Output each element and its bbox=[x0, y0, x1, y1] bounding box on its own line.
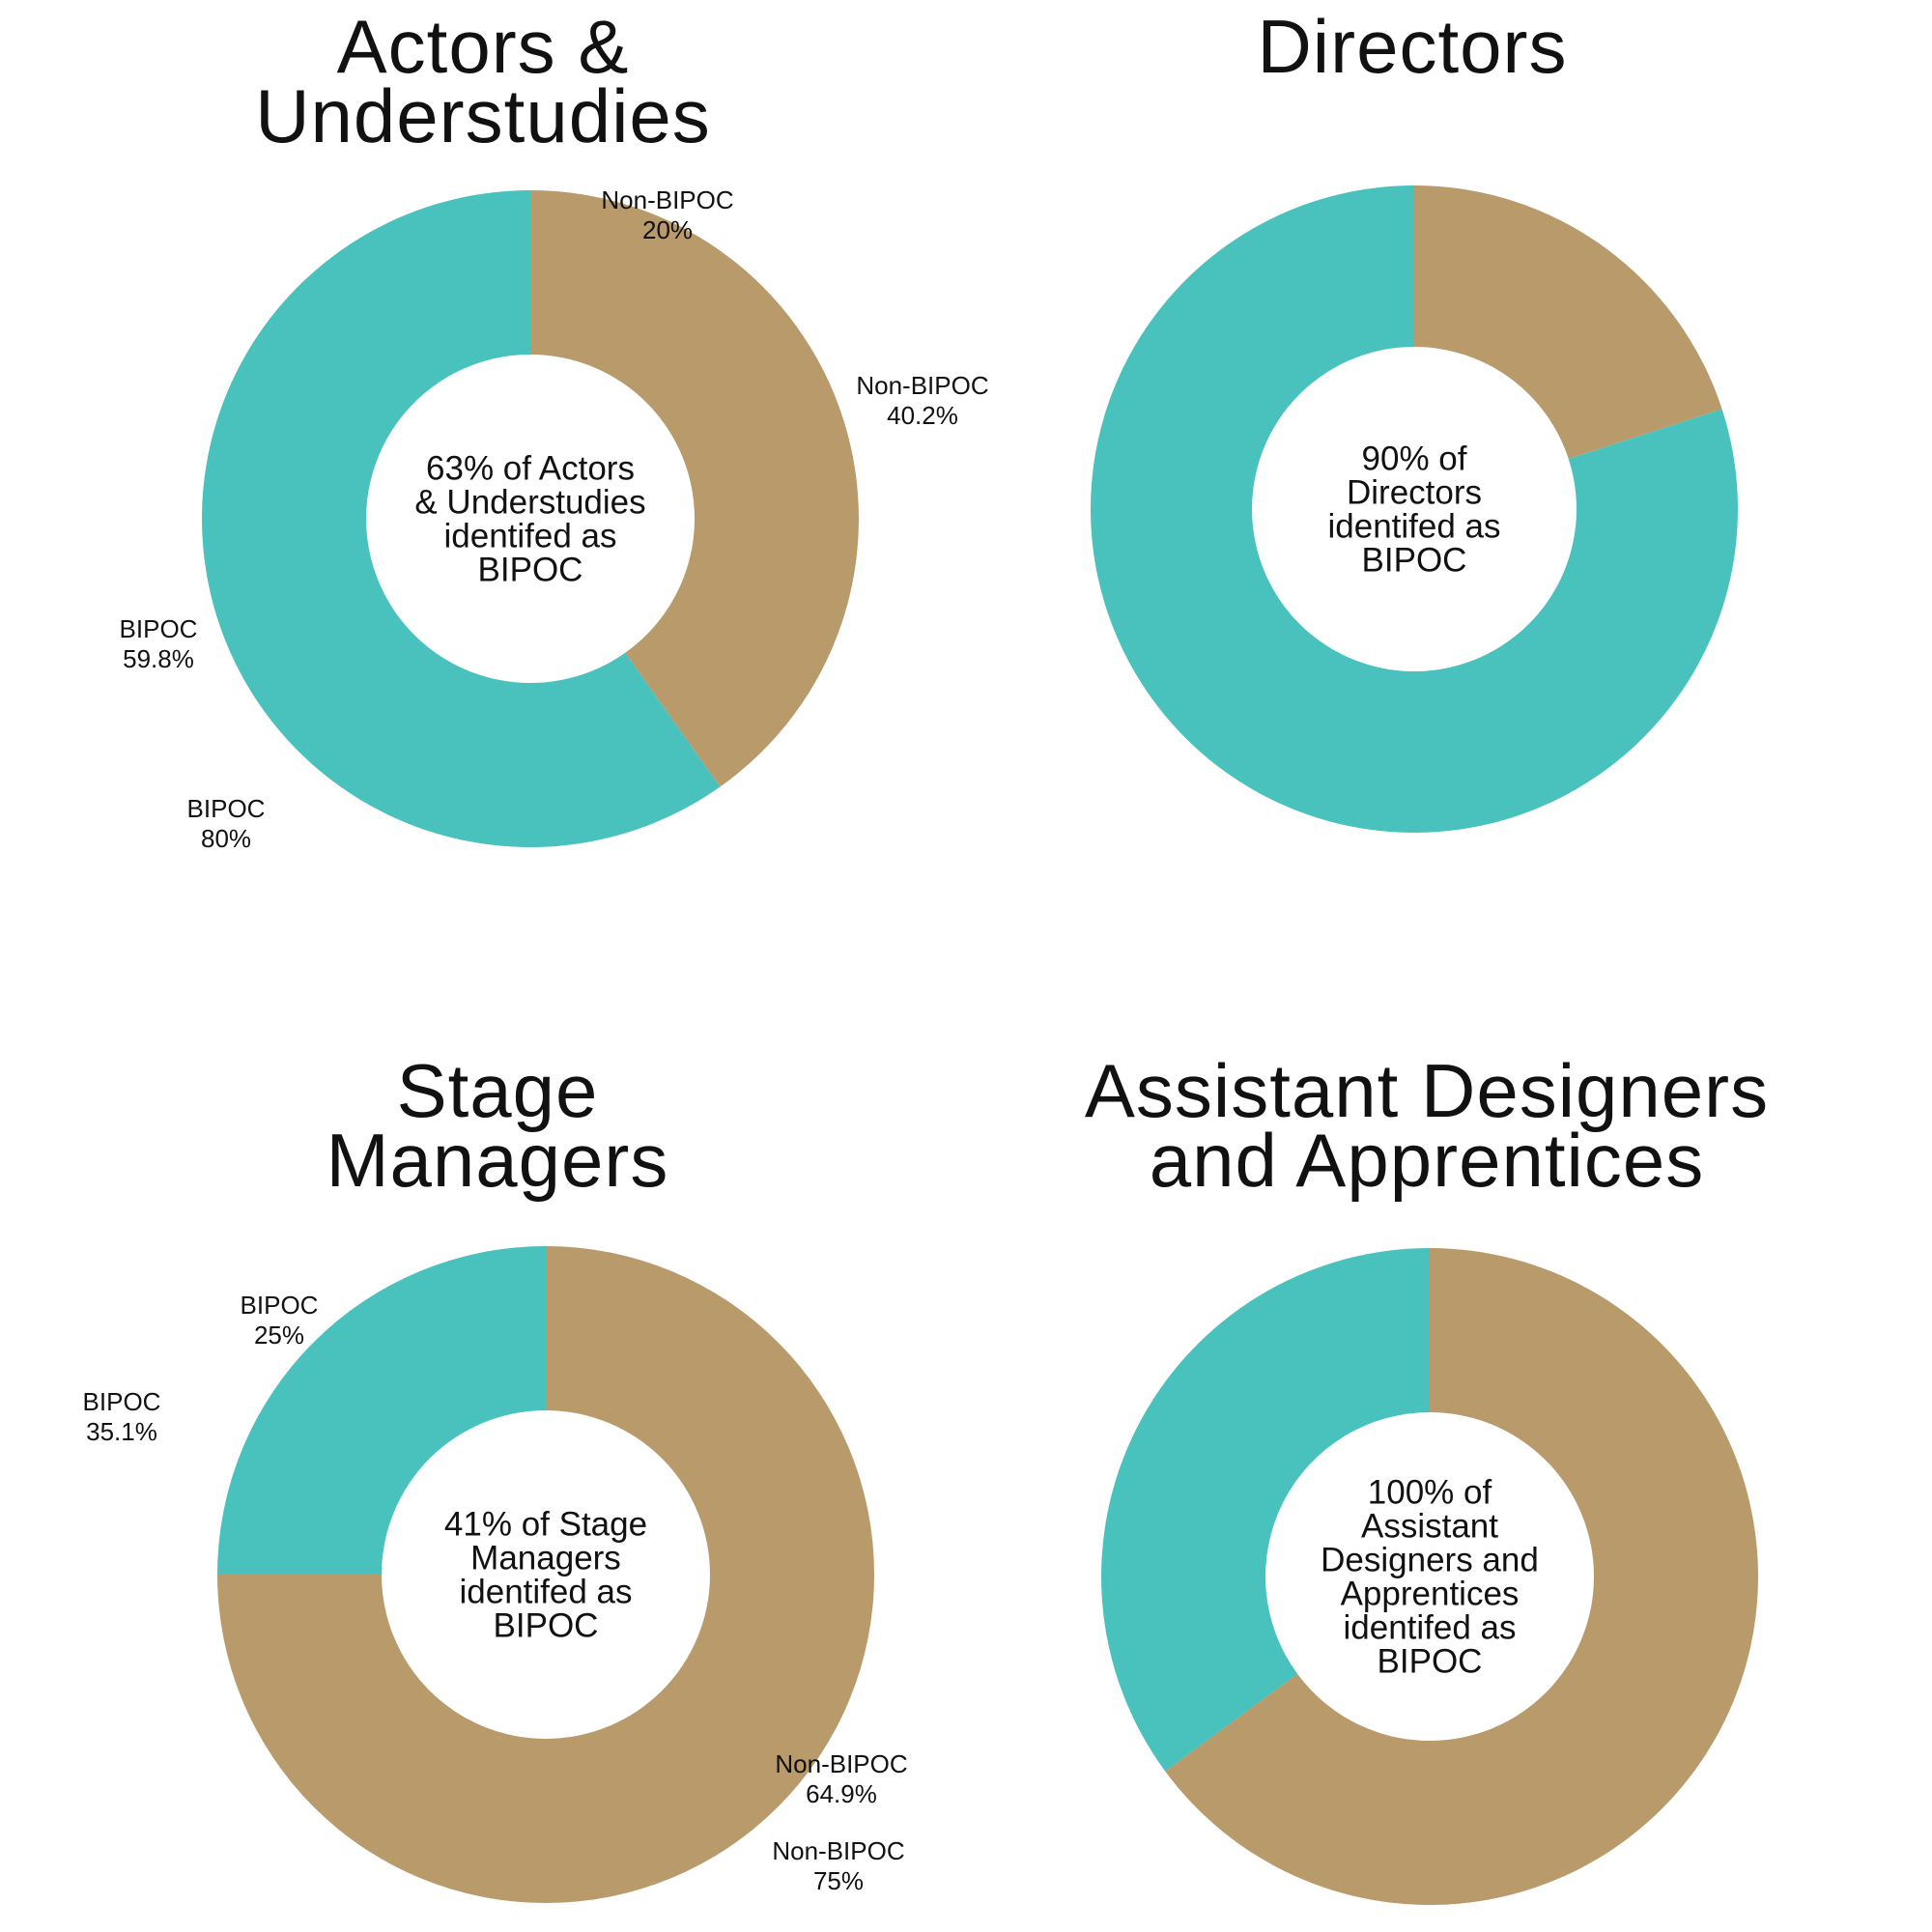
bipoc-slice-label: BIPOC 25% bbox=[241, 1291, 319, 1350]
chart-title-line: Assistant Designers bbox=[1084, 1048, 1770, 1133]
bipoc-slice bbox=[217, 1246, 546, 1575]
chart-title-line: Understudies bbox=[255, 73, 711, 158]
non-bipoc-slice-label: Non-BIPOC 20% bbox=[601, 185, 733, 244]
chart-title: Directors bbox=[929, 4, 1895, 89]
donut-center-text: 100% of Assistant Designers and Apprentices… bbox=[1321, 1474, 1539, 1681]
chart-title: Stage Managers bbox=[14, 1048, 980, 1203]
donut-center-text: 63% of Actors & Understudies identifed as B… bbox=[414, 450, 645, 589]
non-bipoc-slice bbox=[530, 190, 859, 787]
non-bipoc-slice-label: Non-BIPOC 64.9% bbox=[775, 1749, 907, 1808]
bipoc-slice bbox=[1091, 185, 1738, 833]
chart-title-line: and Apprentices bbox=[1149, 1118, 1705, 1203]
non-bipoc-slice bbox=[217, 1246, 874, 1903]
donut-chart: Non-BIPOC 75% BIPOC 25% 41% of Stage Managers… bbox=[217, 1246, 905, 1903]
chart-title: Assistant Designers and Apprentices bbox=[944, 1048, 1910, 1203]
bipoc-slice-label: BIPOC 35.1% bbox=[83, 1387, 161, 1446]
bipoc-slice bbox=[1101, 1248, 1430, 1772]
donut-chart: Non-BIPOC 64.9% BIPOC 35.1% 100% of Assistant… bbox=[83, 1248, 1758, 1905]
chart-title-line: Stage bbox=[396, 1048, 599, 1133]
bipoc-slice-label: BIPOC 59.8% bbox=[120, 614, 198, 673]
non-bipoc-slice-label: Non-BIPOC 40.2% bbox=[856, 371, 988, 430]
chart-assistant-designers-apprentices: Assistant Designers and Apprentices Non-… bbox=[83, 966, 1932, 1932]
chart-directors: Directors Non-BIPOC 20% BIPOC 80% 90% of Dire… bbox=[187, 0, 1932, 966]
donut-chart: Non-BIPOC 20% BIPOC 80% 90% of Directors ident… bbox=[187, 185, 1738, 853]
donut-chart: Non-BIPOC 40.2% BIPOC 59.8% 63% of Actors & U… bbox=[120, 190, 989, 847]
chart-actors-understudies: Actors & Understudies Non-BIPOC 40.2% BIPO… bbox=[0, 0, 989, 966]
donut-center-text: 90% of Directors identifed as BIPOC bbox=[1327, 440, 1500, 580]
chart-title-line: Directors bbox=[1257, 4, 1568, 89]
chart-title: Actors & Understudies bbox=[0, 4, 966, 158]
chart-title-line: Managers bbox=[326, 1118, 669, 1203]
chart-title-line: Actors & bbox=[336, 4, 630, 89]
chart-stage-managers: Stage Managers Non-BIPOC 75% BIPOC 25% 41% o… bbox=[0, 966, 966, 1932]
non-bipoc-slice bbox=[1414, 185, 1722, 460]
non-bipoc-slice bbox=[1165, 1248, 1758, 1905]
non-bipoc-slice-label: Non-BIPOC 75% bbox=[772, 1836, 904, 1895]
donut-center-text: 41% of Stage Managers identifed as BIPOC bbox=[444, 1506, 647, 1645]
bipoc-slice bbox=[202, 190, 721, 847]
bipoc-slice-label: BIPOC 80% bbox=[187, 794, 266, 853]
